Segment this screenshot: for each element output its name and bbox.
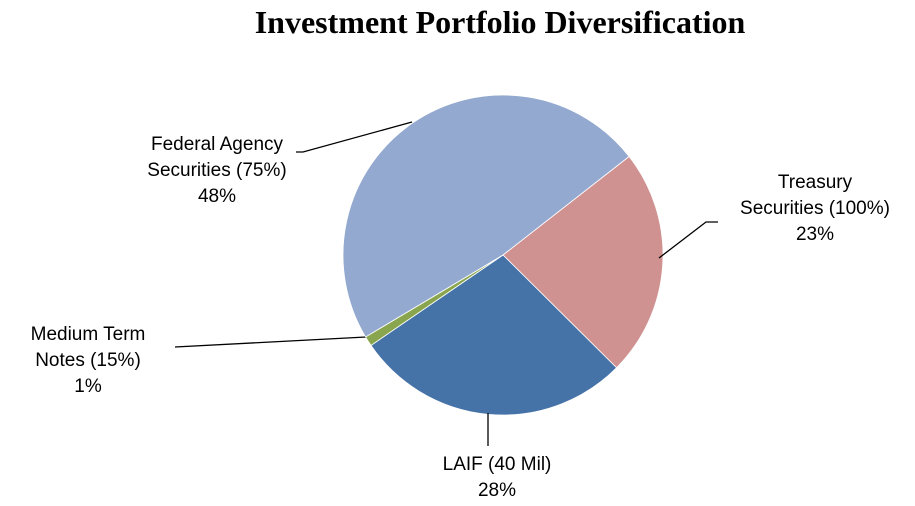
leader-line (658, 221, 718, 259)
slice-category-label: Treasury Securities (100%) (740, 172, 890, 219)
pie-slice (342, 94, 630, 338)
slice-value-label: 23% (795, 224, 835, 245)
slice-value-label: 1% (74, 376, 102, 397)
slice-category-label: LAIF (40 Mil) (442, 454, 552, 475)
slice-value-label: 48% (197, 186, 237, 207)
pie-slice (502, 155, 664, 369)
slice-value-label: 28% (477, 480, 517, 501)
leader-line (296, 121, 413, 153)
chart-title: Investment Portfolio Diversification (254, 4, 746, 40)
slice-category-label: Medium Term Notes (15%) (30, 324, 146, 371)
slice-category-label: Federal Agency Securities (75%) (147, 134, 287, 181)
leader-line (174, 336, 367, 348)
